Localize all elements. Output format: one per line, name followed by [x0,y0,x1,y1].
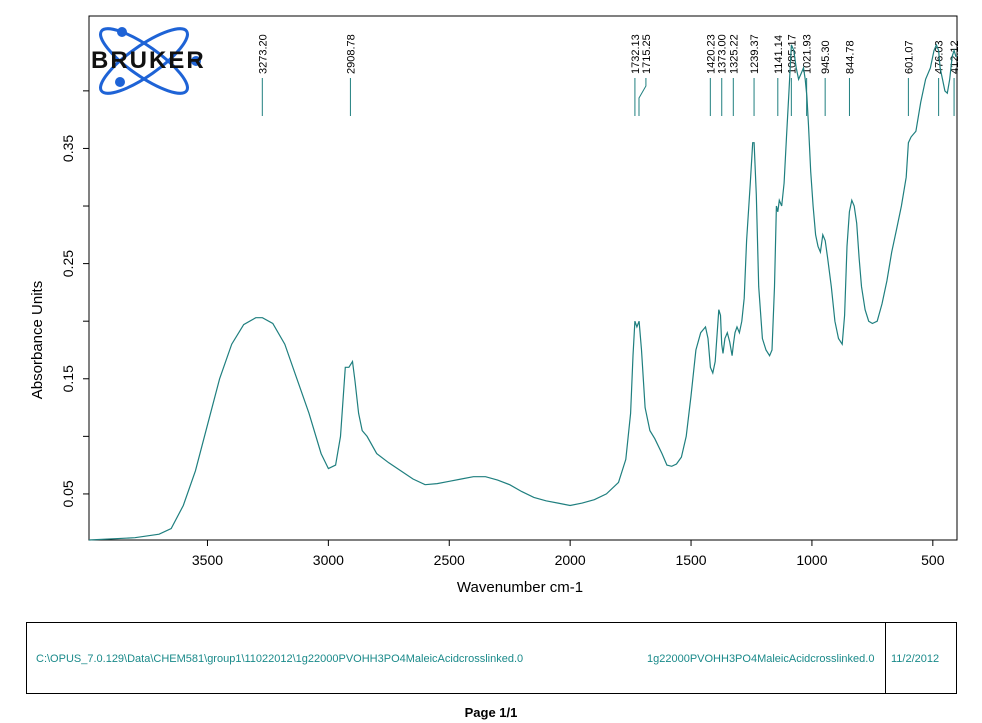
x-axis-title: Wavenumber cm-1 [457,579,583,596]
plot-border [88,15,958,541]
x-tick-label: 1000 [796,552,827,568]
file-path: C:\OPUS_7.0.129\Data\CHEM581\group1\1102… [36,653,524,665]
peak-label: 945.30 [820,40,832,74]
peak-label: 412.12 [949,40,961,74]
peak-label: 1021.93 [802,34,814,74]
x-tick-label: 1500 [675,552,706,568]
y-axis: 0.05 0.15 0.25 0.35 [60,90,89,508]
peak-label: 844.78 [844,40,856,74]
sample-name: 1g22000PVOHH3PO4MaleicAcidcrosslinked.0 [647,653,875,665]
y-tick-label: 0.35 [60,135,76,162]
peak-label: 3273.20 [257,34,269,74]
y-tick-label: 0.25 [60,250,76,277]
page-indicator: Page 1/1 [464,705,518,720]
peak-label: 1420.23 [705,34,717,74]
y-tick-label: 0.15 [60,365,76,392]
y-tick-label: 0.05 [60,480,76,507]
x-tick-label: 500 [921,552,945,568]
peak-label: 1325.22 [728,34,740,74]
peak-label: 1715.25 [641,34,653,74]
peak-label: 1141.14 [773,35,785,74]
peak-label: 2908.78 [345,34,357,74]
x-tick-label: 3500 [192,552,223,568]
footer-divider [885,623,886,693]
peak-label: 1732.13 [630,34,642,74]
bruker-logo: BRUKER [86,20,236,102]
measurement-date: 11/2/2012 [891,653,940,665]
plot-area [88,15,958,541]
peak-marker-line [638,78,647,116]
spectrum-series-line [88,43,957,541]
peak-label: 601.07 [903,40,915,74]
logo-wordmark: BRUKER [91,47,206,74]
x-tick-label: 2000 [555,552,586,568]
peak-label: 1373.00 [717,34,729,74]
y-axis-title: Absorbance Units [29,281,46,399]
x-axis: 3500 3000 2500 2000 1500 1000 500 [192,540,945,568]
peak-label: 1239.37 [749,34,761,74]
x-tick-label: 3000 [313,552,344,568]
x-tick-label: 2500 [434,552,465,568]
spectrum-chart: 3500 3000 2500 2000 1500 1000 500 0.05 0.15 0.25… [29,15,961,596]
bruker-logo-mark: BRUKER [91,27,206,95]
file-info-box: C:\OPUS_7.0.129\Data\CHEM581\group1\1102… [26,622,957,694]
peak-markers: 3273.20 2908.78 1732.13 1715.25 1420.23 1373.… [257,34,961,116]
